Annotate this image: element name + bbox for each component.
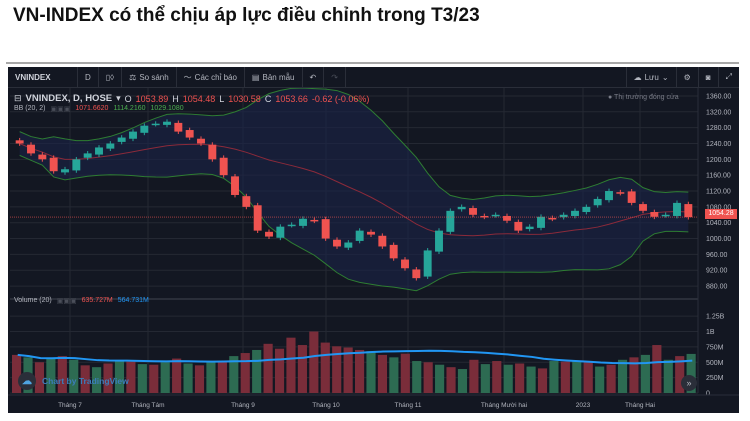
svg-text:Tháng 11: Tháng 11 bbox=[395, 402, 422, 409]
svg-text:2023: 2023 bbox=[576, 402, 591, 409]
camera-icon: ◙ bbox=[705, 72, 711, 82]
cloud-icon: ☁ bbox=[633, 72, 642, 82]
svg-text:0: 0 bbox=[706, 391, 710, 398]
tradingview-branding[interactable]: ☁ Chart by TradingView bbox=[18, 372, 129, 390]
bb-label[interactable]: BB (20, 2) bbox=[14, 105, 46, 112]
screenshot-button[interactable]: ◙ bbox=[697, 67, 718, 87]
volume-legend: Volume (20) ▣▣▣ 635.727M 564.731M bbox=[14, 297, 149, 305]
scroll-to-realtime-button[interactable]: » bbox=[681, 375, 697, 391]
svg-text:1000.00: 1000.00 bbox=[706, 236, 731, 243]
undo-button[interactable]: ↶ bbox=[303, 67, 325, 87]
svg-text:Tháng 9: Tháng 9 bbox=[231, 402, 255, 409]
indicators-button[interactable]: 〜 Các chỉ báo bbox=[177, 67, 245, 87]
svg-text:1B: 1B bbox=[706, 329, 715, 336]
indicator-icon: 〜 bbox=[183, 72, 192, 82]
svg-text:1240.00: 1240.00 bbox=[706, 141, 731, 148]
redo-icon: ↷ bbox=[331, 72, 338, 82]
gear-icon: ⚙ bbox=[683, 72, 691, 82]
undo-icon: ↶ bbox=[309, 72, 317, 82]
indicators-label: Các chỉ báo bbox=[194, 72, 237, 82]
templates-button[interactable]: ▤ Bản mẫu bbox=[245, 67, 303, 87]
bb-basis: 1071.6620 bbox=[75, 105, 109, 112]
high-value: 1054.48 bbox=[182, 93, 216, 104]
svg-text:1320.00: 1320.00 bbox=[706, 109, 731, 116]
compare-button[interactable]: ⚖ So sánh bbox=[122, 67, 177, 87]
compare-icon: ⚖ bbox=[129, 72, 137, 82]
svg-text:1360.00: 1360.00 bbox=[706, 93, 731, 100]
bb-controls-icon[interactable]: ▣▣▣ bbox=[50, 106, 71, 113]
svg-text:960.00: 960.00 bbox=[706, 252, 728, 259]
fullscreen-icon: ⤢ bbox=[725, 72, 732, 81]
svg-text:1160.00: 1160.00 bbox=[706, 173, 731, 180]
legend-symbol[interactable]: VNINDEX, D, HOSE bbox=[25, 93, 113, 104]
save-label: Lưu bbox=[644, 72, 659, 82]
svg-text:1.25B: 1.25B bbox=[706, 314, 725, 321]
svg-text:Tháng Mười hai: Tháng Mười hai bbox=[481, 402, 527, 409]
close-value: 1053.66 bbox=[275, 93, 308, 104]
open-value: 1053.89 bbox=[135, 93, 169, 104]
low-label: L bbox=[219, 93, 225, 104]
redo-button[interactable]: ↷ bbox=[324, 67, 346, 87]
bb-lower: 1029.1080 bbox=[150, 105, 184, 112]
svg-text:1040.00: 1040.00 bbox=[706, 220, 731, 227]
svg-text:1200.00: 1200.00 bbox=[706, 157, 731, 164]
save-button[interactable]: ☁ Lưu ⌄ bbox=[625, 67, 676, 87]
volume-controls-icon[interactable]: ▣▣▣ bbox=[56, 298, 77, 305]
svg-text:500M: 500M bbox=[706, 360, 724, 367]
candle-icon: ▯◊ bbox=[105, 72, 115, 82]
svg-text:1280.00: 1280.00 bbox=[706, 125, 731, 132]
interval-button[interactable]: D bbox=[78, 67, 99, 87]
collapse-icon[interactable]: ⊟ bbox=[14, 93, 22, 103]
fullscreen-button[interactable]: ⤢ bbox=[717, 67, 739, 87]
templates-icon: ▤ bbox=[251, 72, 260, 82]
svg-text:Tháng Tám: Tháng Tám bbox=[131, 402, 164, 409]
volume-ma-value: 564.731M bbox=[117, 297, 149, 304]
tradingview-chart: VNINDEX D ▯◊ ⚖ So sánh 〜 Các chỉ báo ▤ B… bbox=[8, 67, 739, 413]
chevron-down-icon: ⌄ bbox=[661, 72, 669, 82]
svg-text:250M: 250M bbox=[706, 375, 724, 382]
templates-label: Bản mẫu bbox=[262, 72, 295, 82]
svg-text:1080.00: 1080.00 bbox=[706, 204, 731, 211]
svg-text:750M: 750M bbox=[706, 344, 724, 351]
chart-type-button[interactable]: ▯◊ bbox=[99, 67, 123, 87]
settings-button[interactable]: ⚙ bbox=[675, 67, 698, 87]
branding-text: Chart by TradingView bbox=[42, 376, 129, 386]
svg-text:Tháng 7: Tháng 7 bbox=[58, 402, 82, 409]
tradingview-logo-icon: ☁ bbox=[18, 372, 36, 390]
compare-label: So sánh bbox=[139, 72, 169, 82]
volume-value: 635.727M bbox=[81, 297, 113, 304]
bb-upper: 1114.2160 bbox=[113, 105, 146, 112]
divider bbox=[6, 62, 739, 64]
symbol-search-button[interactable]: VNINDEX bbox=[8, 67, 78, 87]
open-label: O bbox=[124, 93, 132, 104]
bb-legend: BB (20, 2) ▣▣▣ 1071.6620 1114.2160 1029.… bbox=[14, 105, 184, 113]
svg-text:Tháng Hai: Tháng Hai bbox=[625, 402, 655, 409]
volume-label[interactable]: Volume (20) bbox=[14, 297, 52, 304]
market-status: ● Thị trường đóng cửa bbox=[608, 94, 679, 101]
legend-dropdown-icon[interactable]: ▾ bbox=[116, 93, 121, 103]
change-value: -0.62 (-0.06%) bbox=[311, 93, 370, 104]
svg-text:880.00: 880.00 bbox=[706, 284, 728, 291]
chart-toolbar: VNINDEX D ▯◊ ⚖ So sánh 〜 Các chỉ báo ▤ B… bbox=[8, 67, 739, 88]
svg-text:920.00: 920.00 bbox=[706, 268, 728, 275]
current-price-tag: 1054.28 bbox=[705, 209, 737, 219]
close-label: C bbox=[264, 93, 272, 104]
high-label: H bbox=[172, 93, 179, 104]
low-value: 1030.58 bbox=[228, 93, 261, 104]
price-legend: ⊟ VNINDEX, D, HOSE ▾ O 1053.89 H 1054.48 L… bbox=[14, 93, 369, 104]
chart-canvas[interactable]: 880.00920.00960.001000.001040.001080.001… bbox=[8, 88, 739, 413]
svg-text:Tháng 10: Tháng 10 bbox=[312, 402, 340, 409]
svg-text:1120.00: 1120.00 bbox=[706, 189, 731, 196]
article-title: VN-INDEX có thể chịu áp lực điều chỉnh t… bbox=[13, 5, 480, 26]
